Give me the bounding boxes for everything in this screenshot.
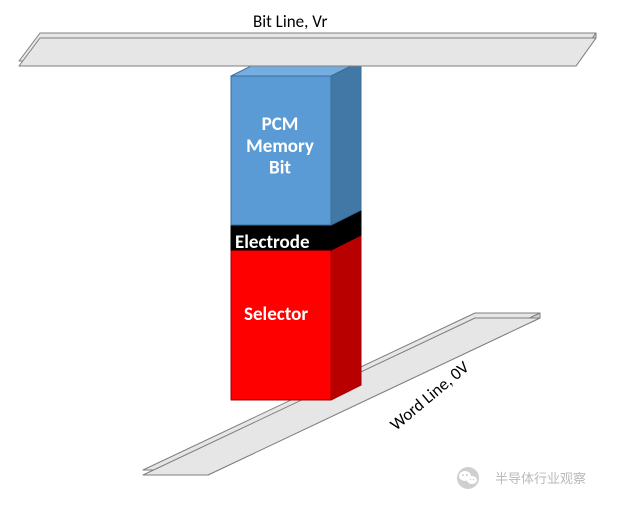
selector-label: Selector xyxy=(244,303,308,326)
electrode-label: Electrode xyxy=(235,231,310,254)
watermark xyxy=(457,467,479,489)
bit-line xyxy=(19,33,596,66)
watermark-text: 半导体行业观察 xyxy=(495,472,586,487)
bit-line-label: Bit Line, Vr xyxy=(253,11,327,32)
